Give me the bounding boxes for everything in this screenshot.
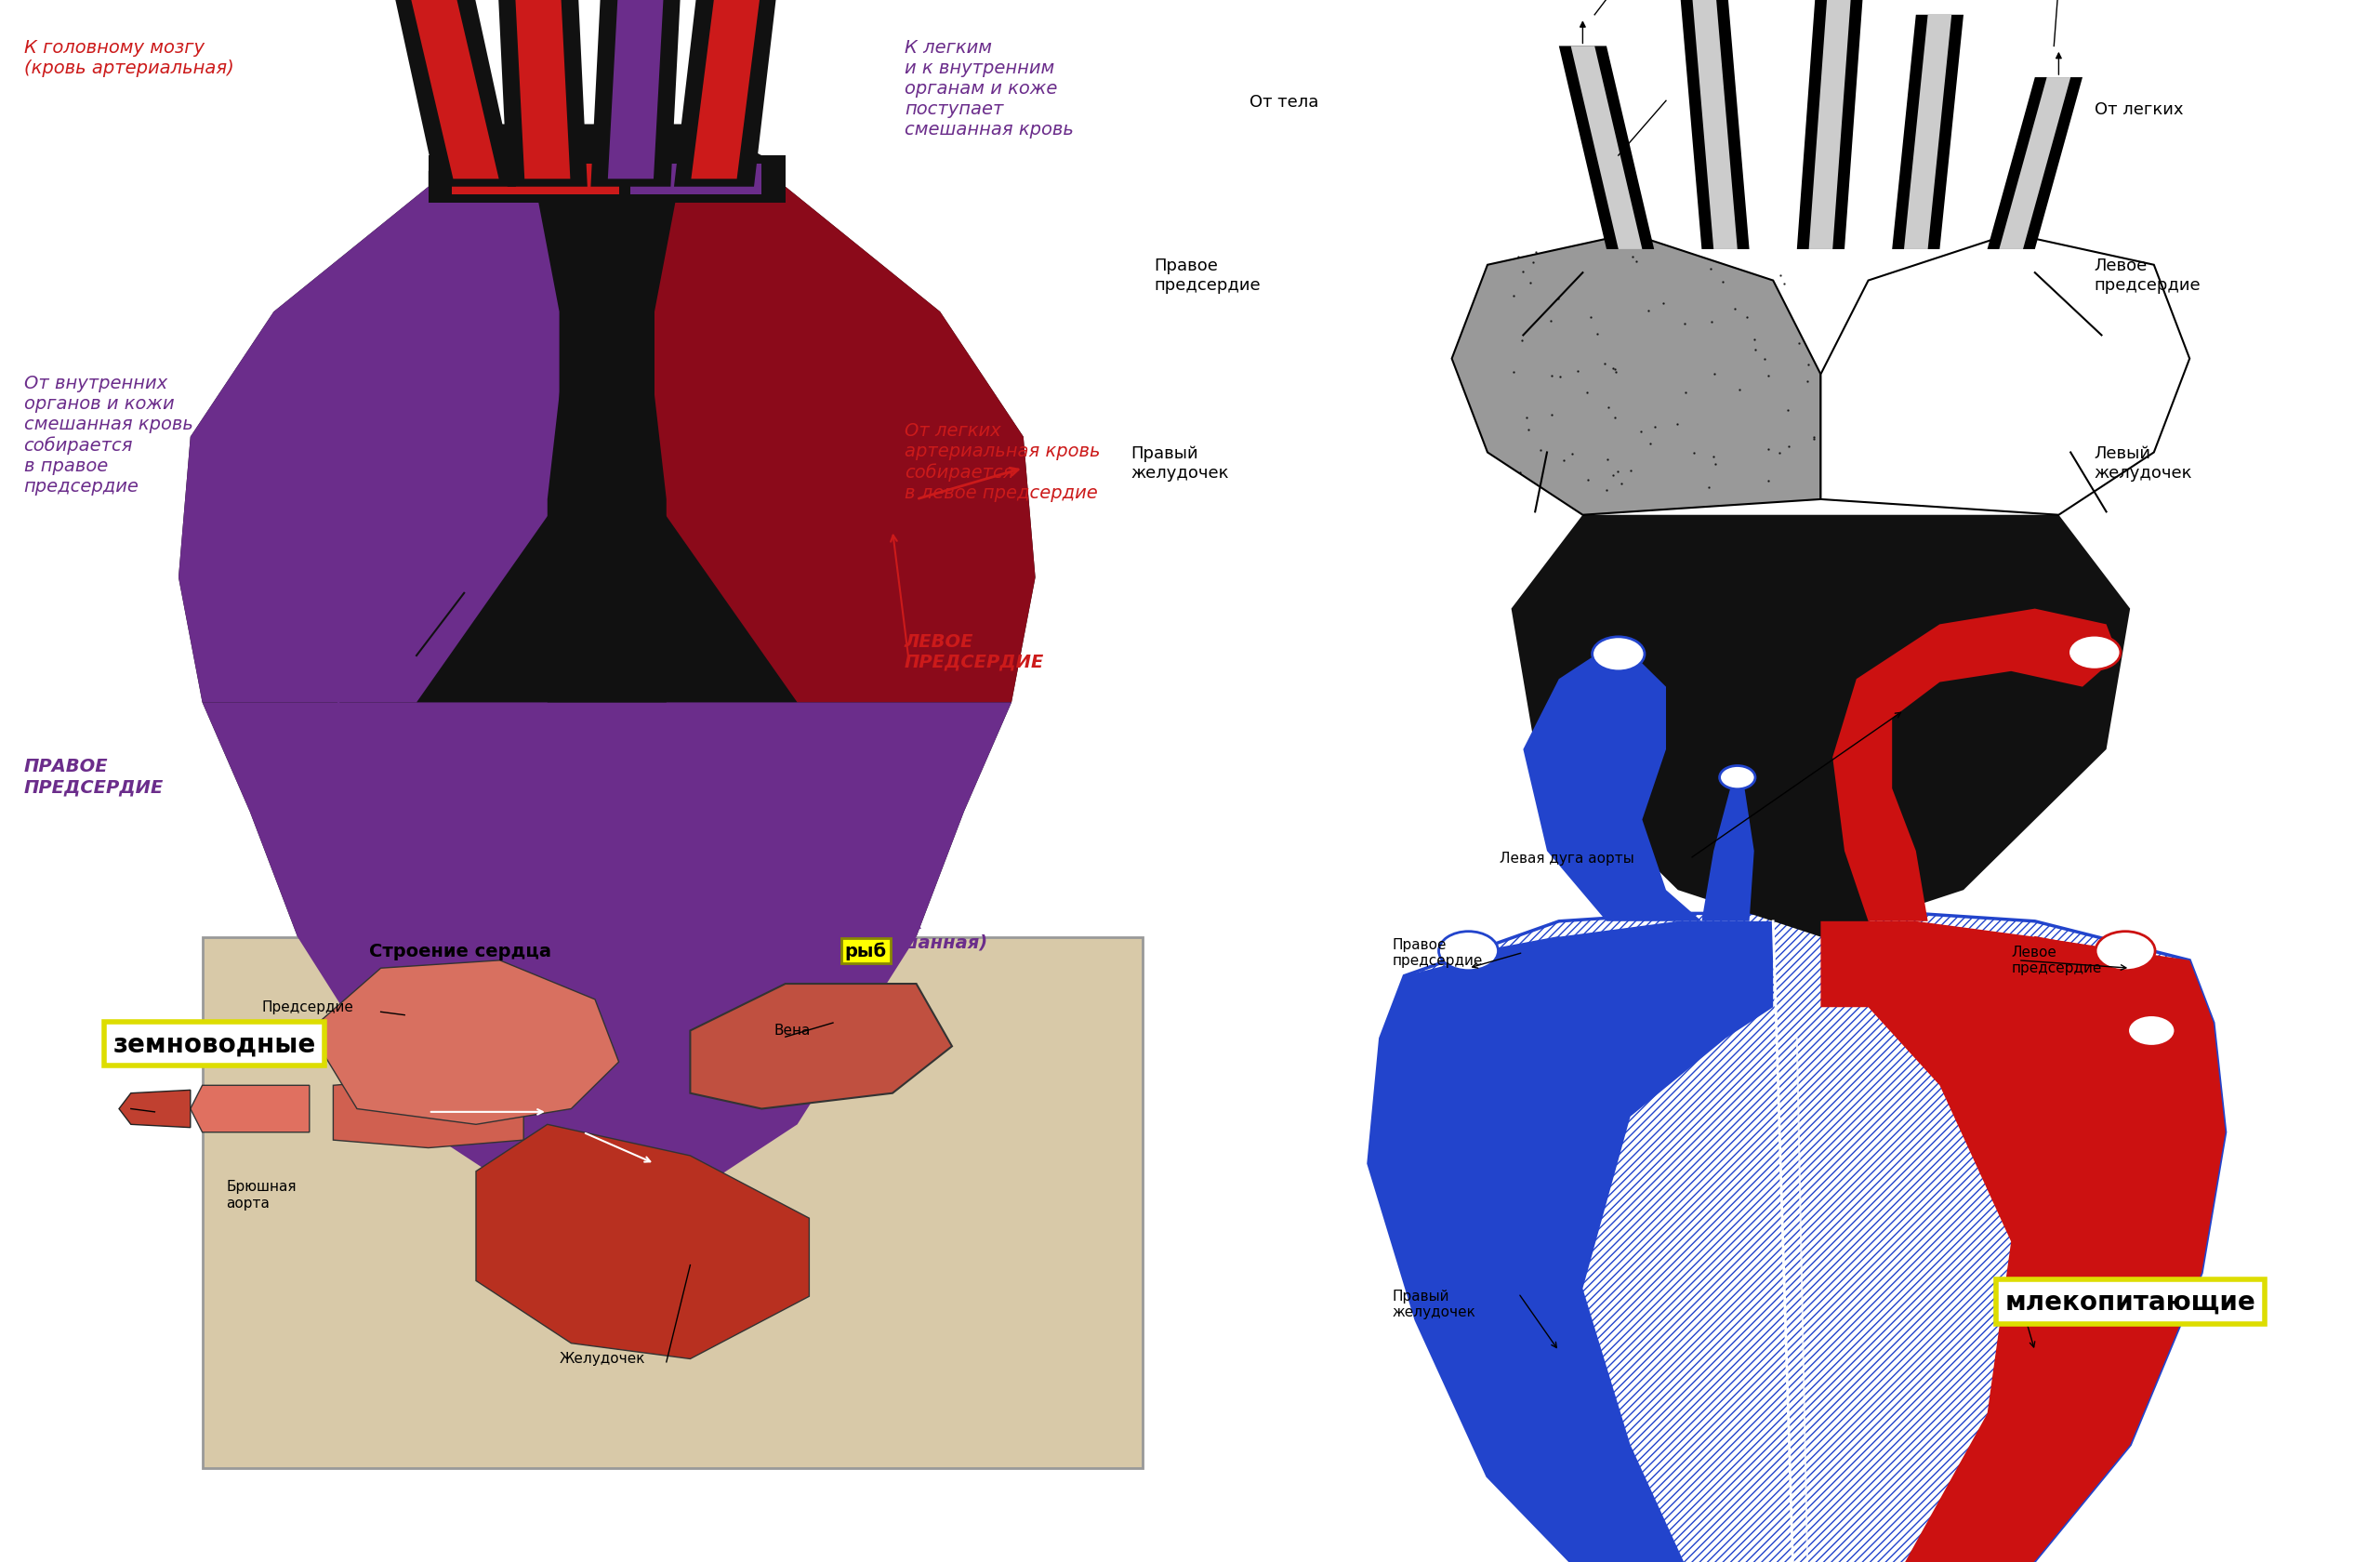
Polygon shape xyxy=(1523,656,1702,922)
Text: От тела: От тела xyxy=(1250,94,1319,111)
Polygon shape xyxy=(590,0,683,187)
Text: Правый
желудочек: Правый желудочек xyxy=(1130,445,1228,481)
Polygon shape xyxy=(388,0,516,187)
Text: От легких
артериальная кровь
собирается
в левое предсердие: От легких артериальная кровь собирается … xyxy=(904,422,1100,501)
Text: ЛЕВОЕ
ПРЕДСЕРДИЕ: ЛЕВОЕ ПРЕДСЕРДИЕ xyxy=(904,633,1045,670)
Polygon shape xyxy=(405,0,500,180)
Polygon shape xyxy=(202,703,1012,1250)
Ellipse shape xyxy=(1592,637,1645,672)
Text: К легким
и к внутренним
органам и коже
поступает
смешанная кровь: К легким и к внутренним органам и коже п… xyxy=(904,39,1073,139)
Text: Правый
желудочек: Правый желудочек xyxy=(1392,1289,1476,1318)
Text: ЖЕЛУДОЧЕК
(кровь смешанная): ЖЕЛУДОЧЕК (кровь смешанная) xyxy=(785,914,988,951)
Text: земноводные: земноводные xyxy=(112,1031,317,1057)
Polygon shape xyxy=(1797,922,2225,1562)
Text: Левый
желудочек: Левый желудочек xyxy=(2094,445,2192,481)
Polygon shape xyxy=(1571,47,1642,250)
FancyBboxPatch shape xyxy=(202,937,1142,1468)
Polygon shape xyxy=(190,1086,309,1132)
Polygon shape xyxy=(1368,922,1821,1562)
Polygon shape xyxy=(1821,234,2190,515)
Text: Левый
желудочек: Левый желудочек xyxy=(2011,1289,2094,1318)
Ellipse shape xyxy=(2097,931,2156,972)
Polygon shape xyxy=(1702,789,1754,922)
Polygon shape xyxy=(1678,0,1749,250)
Polygon shape xyxy=(1797,0,1868,250)
Text: Предсердие: Предсердие xyxy=(262,1000,355,1014)
Polygon shape xyxy=(1999,937,2166,1078)
Text: Строение сердца: Строение сердца xyxy=(369,942,557,959)
Ellipse shape xyxy=(1438,931,1499,972)
Polygon shape xyxy=(119,1090,190,1128)
Text: ПРАВОЕ
ПРЕДСЕРДИЕ: ПРАВОЕ ПРЕДСЕРДИЕ xyxy=(24,758,164,795)
Polygon shape xyxy=(1428,937,1595,1078)
Polygon shape xyxy=(178,125,1035,1250)
Polygon shape xyxy=(631,164,762,195)
Polygon shape xyxy=(1809,0,1856,250)
Polygon shape xyxy=(547,187,666,703)
Polygon shape xyxy=(495,0,588,187)
Text: рыб: рыб xyxy=(845,942,888,961)
Text: млекопитающие: млекопитающие xyxy=(2004,1289,2256,1315)
Polygon shape xyxy=(674,0,778,187)
Polygon shape xyxy=(178,187,559,703)
Polygon shape xyxy=(1892,16,1964,250)
Polygon shape xyxy=(654,187,1035,703)
Polygon shape xyxy=(476,1125,809,1359)
Polygon shape xyxy=(512,0,571,180)
Polygon shape xyxy=(690,0,762,180)
Polygon shape xyxy=(1833,609,2118,922)
Text: Желудочек: Желудочек xyxy=(559,1351,645,1365)
Text: От легких: От легких xyxy=(2094,102,2182,119)
Polygon shape xyxy=(1904,16,1952,250)
Text: Правое
предсердие: Правое предсердие xyxy=(1154,258,1261,294)
Text: Вена: Вена xyxy=(774,1023,809,1037)
Polygon shape xyxy=(607,0,666,180)
Polygon shape xyxy=(1559,47,1654,250)
Ellipse shape xyxy=(2128,1015,2175,1047)
Polygon shape xyxy=(452,164,619,195)
Polygon shape xyxy=(1987,78,2082,250)
Polygon shape xyxy=(428,156,785,203)
Text: Левое
предсердие: Левое предсердие xyxy=(2094,258,2202,294)
Text: Левое
предсердие: Левое предсердие xyxy=(2011,945,2102,975)
Polygon shape xyxy=(1999,78,2071,250)
Polygon shape xyxy=(1368,914,2225,1562)
Polygon shape xyxy=(333,1078,524,1148)
Polygon shape xyxy=(309,961,619,1125)
Ellipse shape xyxy=(1718,767,1756,790)
Polygon shape xyxy=(1511,515,2130,937)
Text: К головному мозгу
(кровь артериальная): К головному мозгу (кровь артериальная) xyxy=(24,39,233,77)
Text: Левая дуга аорты: Левая дуга аорты xyxy=(1499,851,1635,865)
Polygon shape xyxy=(1452,234,1821,515)
Text: Брюшная
аорта: Брюшная аорта xyxy=(226,1179,295,1209)
Ellipse shape xyxy=(2068,636,2121,670)
Polygon shape xyxy=(690,984,952,1109)
Text: От внутренних
органов и кожи
смешанная кровь
собирается
в правое
предсердие: От внутренних органов и кожи смешанная к… xyxy=(24,375,193,495)
Polygon shape xyxy=(1690,0,1737,250)
Text: Правое
предсердие: Правое предсердие xyxy=(1392,937,1483,967)
